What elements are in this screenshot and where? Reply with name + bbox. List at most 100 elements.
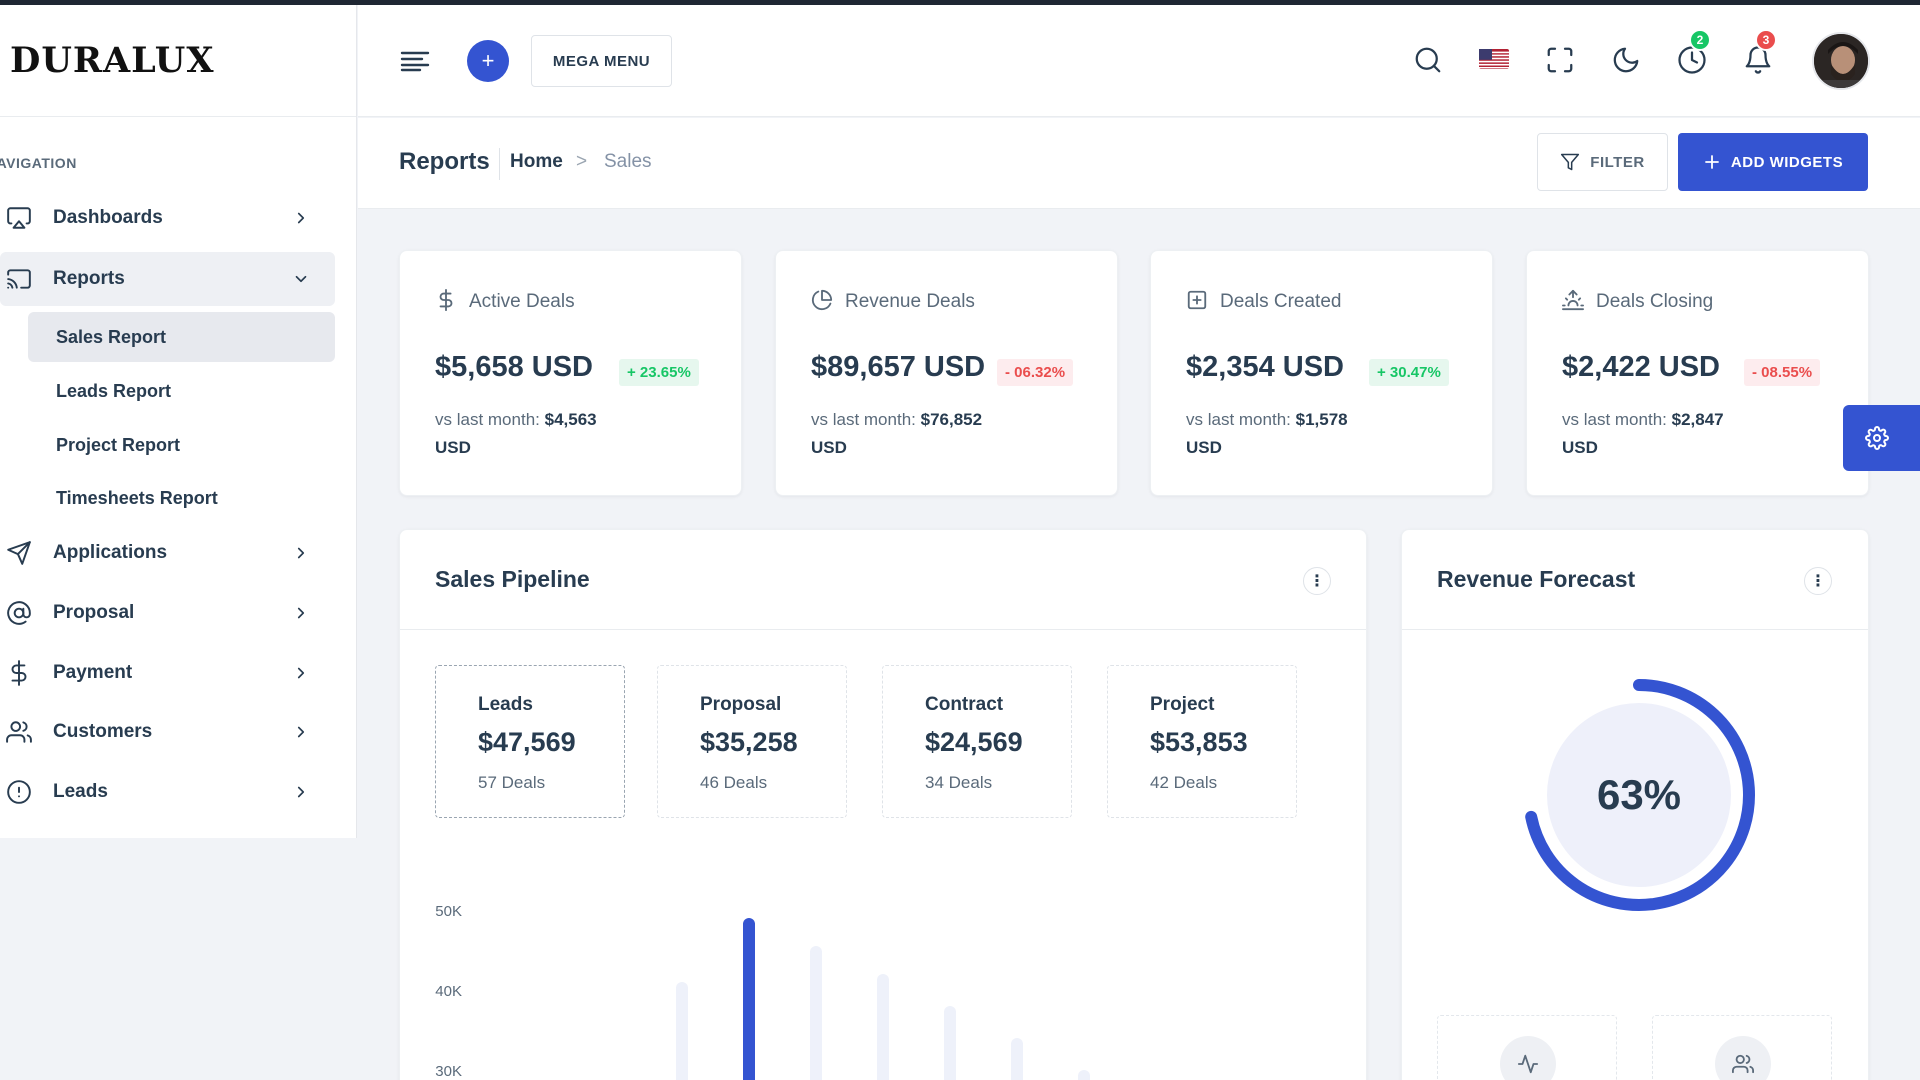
vs-label: vs last month:	[811, 410, 916, 429]
submenu-item-sales-report[interactable]: Sales Report	[28, 312, 335, 362]
breadcrumb-current: Sales	[604, 151, 652, 172]
submenu-item-label: Timesheets Report	[56, 487, 218, 508]
card-header: Sales Pipeline ⋮	[400, 530, 1366, 630]
stat-value: $89,657 USD	[811, 351, 986, 383]
mega-menu-button[interactable]: MEGA MENU	[531, 35, 672, 87]
pipeline-stage-proposal[interactable]: Proposal $35,258 46 Deals	[657, 665, 847, 818]
y-tick-label: 50K	[435, 903, 462, 920]
filter-button[interactable]: FILTER	[1537, 133, 1668, 191]
sidebar-item-reports[interactable]: Reports	[0, 252, 335, 306]
sidebar-item-customers[interactable]: Customers	[0, 705, 335, 759]
users-icon	[6, 721, 32, 743]
notification-badge: 3	[1755, 29, 1777, 51]
chart-bar[interactable]	[810, 946, 822, 1080]
theme-settings-toggle[interactable]	[1843, 405, 1920, 471]
stage-value: $24,569	[925, 727, 1023, 757]
stat-comparison: vs last month: $76,852 USD	[811, 406, 1011, 462]
top-header: + MEGA MENU 2 3	[358, 5, 1920, 117]
card-title: Sales Pipeline	[435, 566, 590, 592]
stat-value: $2,422 USD	[1562, 351, 1720, 383]
chart-bar[interactable]	[743, 918, 755, 1080]
submenu-item-leads-report[interactable]: Leads Report	[28, 366, 335, 416]
stage-deals: 34 Deals	[925, 773, 993, 792]
stat-change-badge: + 23.65%	[619, 359, 699, 386]
pie-chart-icon	[811, 289, 833, 311]
stat-value: $5,658 USD	[435, 351, 593, 383]
avatar-image	[1814, 34, 1868, 88]
breadcrumb-home[interactable]: Home	[510, 151, 563, 172]
send-icon	[7, 541, 31, 565]
vs-unit: USD	[435, 438, 471, 457]
stage-value: $35,258	[700, 727, 798, 757]
progress-arc	[1525, 679, 1755, 911]
breadcrumb-separator: >	[576, 151, 588, 172]
more-options-button[interactable]: ⋮	[1303, 567, 1331, 595]
stat-title: Active Deals	[469, 291, 575, 312]
add-widgets-label: ADD WIDGETS	[1730, 153, 1844, 171]
chevron-right-icon	[297, 667, 305, 679]
page-header: Reports Home > Sales FILTER ADD WIDGETS	[358, 118, 1920, 209]
forecast-percent: 63%	[1597, 771, 1681, 818]
sidebar-item-leads[interactable]: Leads	[0, 765, 335, 819]
chart-bar[interactable]	[1011, 1038, 1023, 1080]
us-flag-icon[interactable]	[1479, 47, 1509, 71]
vs-label: vs last month:	[1186, 410, 1291, 429]
sales-pipeline-card: Sales Pipeline ⋮ Leads $47,569 57 Deals …	[399, 529, 1367, 1080]
sidebar-item-applications[interactable]: Applications	[0, 526, 335, 580]
submenu-item-timesheets-report[interactable]: Timesheets Report	[28, 473, 335, 523]
stage-label: Leads	[478, 694, 533, 715]
sidebar-item-label: Customers	[53, 721, 153, 742]
add-widgets-button[interactable]: ADD WIDGETS	[1678, 133, 1868, 191]
vs-unit: USD	[1562, 438, 1598, 457]
stat-change-badge: - 06.32%	[997, 359, 1074, 386]
filter-icon	[1561, 153, 1580, 171]
stat-card-deals-closing: Deals Closing $2,422 USD - 08.55% vs las…	[1526, 250, 1869, 496]
menu-icon[interactable]	[400, 50, 430, 72]
title-divider	[499, 148, 500, 180]
vs-label: vs last month:	[1562, 410, 1667, 429]
sidebar-item-proposal[interactable]: Proposal	[0, 586, 335, 640]
chart-bar[interactable]	[1078, 1070, 1090, 1080]
pipeline-stage-leads[interactable]: Leads $47,569 57 Deals	[435, 665, 625, 818]
plus-icon	[1705, 155, 1719, 169]
sidebar: DURALUX NAVIGATION Dashboards Reports Sa…	[0, 5, 357, 838]
chart-bar[interactable]	[877, 974, 889, 1080]
nav-caption: NAVIGATION	[0, 155, 77, 171]
y-tick-label: 40K	[435, 983, 462, 1000]
sunrise-icon	[1562, 289, 1584, 311]
sales-bar-chart: 50K 40K 30K	[435, 903, 1090, 1080]
vs-value: $2,847	[1671, 410, 1724, 429]
chevron-right-icon	[297, 547, 305, 559]
vs-label: vs last month:	[435, 410, 540, 429]
user-avatar[interactable]	[1812, 32, 1870, 90]
pipeline-stage-contract[interactable]: Contract $24,569 34 Deals	[882, 665, 1072, 818]
stat-card-active-deals: Active Deals $5,658 USD + 23.65% vs last…	[399, 250, 742, 496]
dollar-icon	[11, 660, 27, 686]
brand-logo[interactable]: DURALUX	[10, 40, 215, 81]
stage-value: $53,853	[1150, 727, 1248, 757]
sidebar-item-label: Proposal	[53, 602, 135, 623]
sidebar-item-payment[interactable]: Payment	[0, 646, 335, 700]
chart-bar[interactable]	[676, 982, 688, 1080]
stage-deals: 46 Deals	[700, 773, 768, 792]
sidebar-item-dashboards[interactable]: Dashboards	[0, 191, 335, 245]
stage-label: Project	[1150, 694, 1215, 715]
stat-change-badge: - 08.55%	[1744, 359, 1821, 386]
moon-icon[interactable]	[1611, 45, 1641, 75]
stage-value: $47,569	[478, 727, 576, 757]
chart-bar[interactable]	[944, 1006, 956, 1080]
fullscreen-icon[interactable]	[1545, 45, 1575, 75]
submenu-item-project-report[interactable]: Project Report	[28, 420, 335, 470]
quick-add-button[interactable]: +	[467, 40, 509, 82]
chevron-down-icon	[295, 275, 307, 283]
more-options-button[interactable]: ⋮	[1804, 567, 1832, 595]
search-icon[interactable]	[1413, 45, 1443, 75]
stat-comparison: vs last month: $1,578 USD	[1186, 406, 1386, 462]
stat-card-revenue-deals: Revenue Deals $89,657 USD - 06.32% vs la…	[775, 250, 1118, 496]
airplay-icon	[7, 207, 31, 229]
forecast-mini-card-activity	[1437, 1015, 1617, 1080]
pipeline-stage-project[interactable]: Project $53,853 42 Deals	[1107, 665, 1297, 818]
stat-comparison: vs last month: $2,847 USD	[1562, 406, 1762, 462]
stage-deals: 57 Deals	[478, 773, 546, 792]
donut-inner-fill	[1547, 703, 1731, 887]
